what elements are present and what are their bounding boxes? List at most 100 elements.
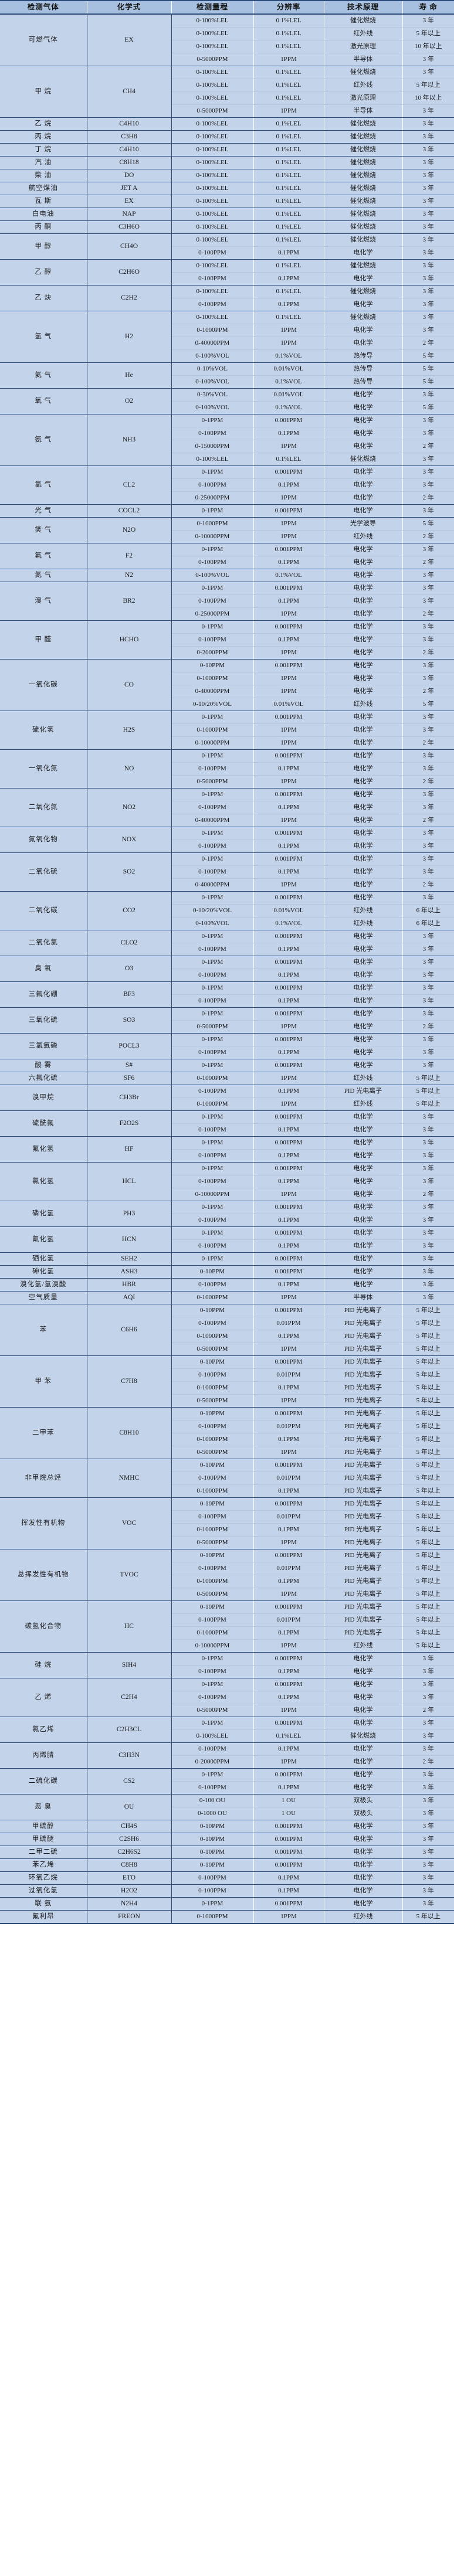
gas-name-cell: 二氧化氮 (0, 788, 87, 827)
range-cell: 0-1PPM (171, 1136, 254, 1150)
gas-name-cell: 二氧化碳 (0, 891, 87, 930)
life-cell: 3 年 (402, 311, 454, 324)
resolution-cell: 0.1%LEL (253, 220, 324, 234)
table-row: 氨 气 NH3 0-1PPM 0.001PPM 电化学 3 年 (0, 414, 454, 466)
tech-cell: 电化学 (324, 943, 403, 956)
resolution-cell: 0.1%VOL (253, 349, 324, 363)
life-cell: 5 年以上 (402, 1588, 454, 1601)
tech-cell: 催化燃烧 (324, 259, 403, 273)
table-row: 0-10000PPM 1PPM 红外线 2 年 (0, 530, 454, 543)
table-row: 溴 气 BR2 0-1PPM 0.001PPM 电化学 3 年 (0, 582, 454, 621)
resolution-cell: 0.1PPM (253, 1214, 324, 1227)
range-cell: 0-10/20%VOL (171, 698, 254, 711)
life-cell: 2 年 (402, 491, 454, 505)
resolution-cell: 0.01%VOL (253, 904, 324, 917)
table-row: 0-100PPM 0.01PPM PID 光电离子 5 年以上 (0, 1471, 454, 1485)
gas-name-cell: 一氧化氮 (0, 749, 87, 789)
tech-cell: 电化学 (324, 930, 403, 943)
range-cell: 0-1PPM (171, 1678, 254, 1691)
range-cell: 0-1PPM (171, 1652, 254, 1666)
resolution-cell: 0.001PPM (253, 1678, 324, 1691)
tech-cell: 电化学 (324, 672, 403, 685)
resolution-cell: 0.1PPM (253, 1575, 324, 1588)
table-row: 0-100PPM 0.1PPM 电化学 3 年 (0, 1214, 454, 1227)
table-row: 0-100%VOL 0.1%VOL 电化学 5 年 (0, 401, 454, 414)
table-row: 氮氧化物 NOX 0-1PPM 0.001PPM 电化学 3 年 (0, 827, 454, 853)
life-cell: 3 年 (402, 1729, 454, 1743)
table-row: 总挥发性有机物 TVOC 0-10PPM 0.001PPM PID 光电离子 5 年以上 (0, 1549, 454, 1601)
life-cell: 5 年以上 (402, 1639, 454, 1653)
life-cell: 5 年以上 (402, 1355, 454, 1369)
gas-formula-cell: BR2 (87, 582, 172, 621)
life-cell: 3 年 (402, 801, 454, 814)
range-cell: 0-1PPM (171, 1717, 254, 1730)
life-cell: 3 年 (402, 66, 454, 79)
life-cell: 3 年 (402, 465, 454, 479)
life-cell: 5 年 (402, 362, 454, 376)
table-row: 0-100PPM 0.1PPM 电化学 3 年 (0, 272, 454, 286)
table-row: 一氧化氮 NO 0-1PPM 0.001PPM 电化学 3 年 (0, 749, 454, 789)
gas-formula-cell: He (87, 362, 172, 389)
resolution-cell: 0.01PPM (253, 1317, 324, 1330)
range-cell: 0-100%LEL (171, 195, 254, 208)
tech-cell: 电化学 (324, 569, 403, 582)
life-cell: 3 年 (402, 1239, 454, 1253)
life-cell: 3 年 (402, 1291, 454, 1304)
header-row: 检测气体 化学式 检测量程 分辨率 技术原理 寿 命 (0, 0, 454, 15)
tech-cell: 电化学 (324, 1742, 403, 1756)
resolution-cell: 0.001PPM (253, 1265, 324, 1279)
table-row: 二硫化碳 CS2 0-1PPM 0.001PPM 电化学 3 年 (0, 1768, 454, 1795)
range-cell: 0-100%VOL (171, 917, 254, 930)
table-row: 0-5000PPM 1PPM 电化学 2 年 (0, 1704, 454, 1717)
range-cell: 0-1000PPM (171, 1381, 254, 1395)
gas-name-cell: 氟化氢 (0, 1136, 87, 1163)
resolution-cell: 1PPM (253, 646, 324, 660)
life-cell: 3 年 (402, 1846, 454, 1859)
life-cell: 3 年 (402, 1691, 454, 1704)
resolution-cell: 1PPM (253, 607, 324, 621)
range-cell: 0-1PPM (171, 852, 254, 866)
life-cell: 3 年 (402, 14, 454, 28)
table-row: 0-1000PPM 1PPM 电化学 3 年 (0, 672, 454, 685)
resolution-cell: 0.001PPM (253, 1846, 324, 1859)
gas-formula-cell: SO2 (87, 852, 172, 892)
tech-cell: PID 光电离子 (324, 1317, 403, 1330)
gas-name-cell: 联 氨 (0, 1897, 87, 1911)
table-row: 氰化氢 HCN 0-1PPM 0.001PPM 电化学 3 年 (0, 1226, 454, 1253)
life-cell: 6 年以上 (402, 904, 454, 917)
range-cell: 0-5000PPM (171, 1704, 254, 1717)
gas-formula-cell: C2H6S2 (87, 1846, 172, 1859)
resolution-cell: 1PPM (253, 1072, 324, 1085)
gas-name-cell: 氧 气 (0, 388, 87, 414)
life-cell: 3 年 (402, 930, 454, 943)
resolution-cell: 0.1%VOL (253, 569, 324, 582)
gas-formula-cell: SF6 (87, 1072, 172, 1085)
table-row: 硫酰氟 F2O2S 0-1PPM 0.001PPM 电化学 3 年 (0, 1110, 454, 1137)
life-cell: 5 年以上 (402, 1381, 454, 1395)
table-row: 氦 气 He 0-10%VOL 0.01%VOL 热传导 5 年 (0, 362, 454, 389)
table-row: 0-100PPM 0.1PPM 电化学 3 年 (0, 1665, 454, 1678)
life-cell: 2 年 (402, 337, 454, 350)
range-cell: 0-100%LEL (171, 233, 254, 247)
range-cell: 0-100%LEL (171, 1729, 254, 1743)
tech-cell: PID 光电离子 (324, 1497, 403, 1511)
life-cell: 3 年 (402, 1226, 454, 1240)
resolution-cell: 0.001PPM (253, 1652, 324, 1666)
table-row: 乙 烷 C4H10 0-100%LEL 0.1%LEL 催化燃烧 3 年 (0, 117, 454, 131)
gas-name-cell: 碳氢化合物 (0, 1600, 87, 1653)
life-cell: 3 年 (402, 1871, 454, 1885)
range-cell: 0-100%LEL (171, 220, 254, 234)
resolution-cell: 0.001PPM (253, 981, 324, 995)
gas-formula-cell: C2H2 (87, 285, 172, 311)
gas-name-cell: 二甲苯 (0, 1407, 87, 1459)
life-cell: 2 年 (402, 556, 454, 569)
table-row: 0-100%LEL 0.1%LEL 红外线 5 年以上 (0, 79, 454, 92)
resolution-cell: 0.1PPM (253, 762, 324, 776)
gas-formula-cell: C7H8 (87, 1355, 172, 1408)
table-row: 0-1000PPM 0.1PPM PID 光电离子 5 年以上 (0, 1484, 454, 1498)
table-row: 0-100PPM 0.1PPM 电化学 3 年 (0, 994, 454, 1008)
tech-cell: 半导体 (324, 1291, 403, 1304)
table-row: 氢 气 H2 0-100%LEL 0.1%LEL 催化燃烧 3 年 (0, 311, 454, 363)
table-row: 汽 油 C8H18 0-100%LEL 0.1%LEL 催化燃烧 3 年 (0, 156, 454, 169)
life-cell: 3 年 (402, 891, 454, 905)
